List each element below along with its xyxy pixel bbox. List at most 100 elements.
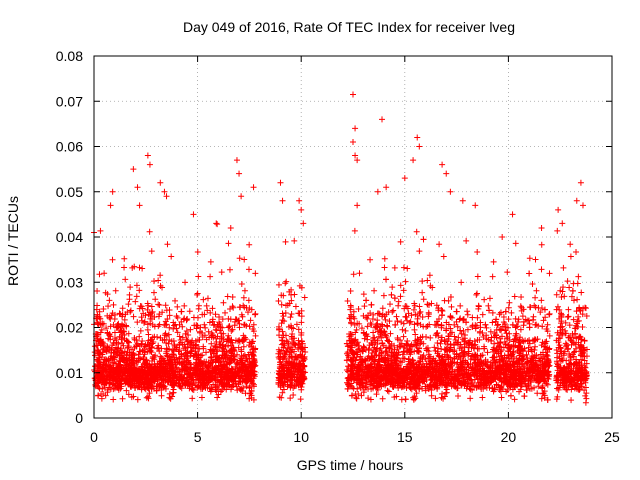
data-point bbox=[240, 294, 247, 301]
data-point bbox=[212, 311, 219, 318]
data-point bbox=[490, 258, 497, 265]
data-point bbox=[360, 312, 367, 319]
data-point bbox=[172, 297, 179, 304]
data-point bbox=[166, 336, 173, 343]
data-point bbox=[526, 270, 533, 277]
data-point bbox=[400, 287, 407, 294]
data-point bbox=[538, 266, 545, 273]
data-point bbox=[483, 324, 490, 331]
data-point bbox=[413, 228, 420, 235]
data-point bbox=[134, 396, 141, 403]
data-point bbox=[502, 308, 509, 315]
data-point bbox=[389, 308, 396, 315]
data-point bbox=[195, 273, 202, 280]
data-point bbox=[411, 326, 418, 333]
data-point bbox=[119, 305, 126, 312]
data-point bbox=[434, 339, 441, 346]
data-point bbox=[155, 277, 162, 284]
data-point bbox=[353, 395, 360, 402]
data-point bbox=[526, 324, 533, 331]
data-point bbox=[382, 316, 389, 323]
data-point bbox=[287, 314, 294, 321]
data-point bbox=[379, 395, 386, 402]
data-point bbox=[395, 302, 402, 309]
data-point bbox=[426, 272, 433, 279]
data-point bbox=[186, 308, 193, 315]
data-point bbox=[125, 391, 132, 398]
data-point bbox=[379, 305, 386, 312]
data-points bbox=[91, 91, 591, 406]
data-point bbox=[424, 277, 431, 284]
data-point bbox=[391, 264, 398, 271]
data-point bbox=[400, 264, 407, 271]
data-point bbox=[241, 256, 248, 263]
data-point bbox=[288, 310, 295, 317]
data-point bbox=[534, 390, 541, 397]
data-point bbox=[137, 327, 144, 334]
data-point bbox=[151, 278, 158, 285]
data-point bbox=[106, 297, 113, 304]
data-point bbox=[419, 289, 426, 296]
data-point bbox=[385, 388, 392, 395]
data-point bbox=[402, 396, 409, 403]
data-point bbox=[474, 248, 481, 255]
data-point bbox=[101, 270, 108, 277]
data-point bbox=[538, 297, 545, 304]
data-point bbox=[496, 311, 503, 318]
data-point bbox=[301, 294, 308, 301]
data-point bbox=[486, 295, 493, 302]
data-point bbox=[546, 270, 553, 277]
data-point bbox=[148, 248, 155, 255]
data-point bbox=[439, 390, 446, 397]
data-point bbox=[361, 303, 368, 310]
data-point bbox=[110, 301, 117, 308]
data-point bbox=[184, 315, 191, 322]
data-point bbox=[171, 322, 178, 329]
data-point bbox=[95, 392, 102, 399]
data-point bbox=[94, 302, 101, 309]
data-point bbox=[156, 301, 163, 308]
data-point bbox=[230, 304, 237, 311]
data-point bbox=[367, 396, 374, 403]
data-point bbox=[479, 394, 486, 401]
data-point bbox=[158, 392, 165, 399]
data-point bbox=[94, 288, 101, 295]
data-point bbox=[526, 255, 533, 262]
data-point bbox=[203, 349, 210, 356]
data-point bbox=[105, 303, 112, 310]
data-point bbox=[150, 289, 157, 296]
data-point bbox=[395, 298, 402, 305]
data-point bbox=[290, 392, 297, 399]
data-point bbox=[350, 271, 357, 278]
data-point bbox=[139, 265, 146, 272]
data-point bbox=[275, 281, 282, 288]
data-point bbox=[367, 256, 374, 263]
data-point bbox=[364, 315, 371, 322]
data-point bbox=[136, 264, 143, 271]
data-point bbox=[455, 392, 462, 399]
data-point bbox=[504, 269, 511, 276]
data-point bbox=[236, 255, 243, 262]
data-point bbox=[229, 294, 236, 301]
data-point bbox=[198, 394, 205, 401]
data-point bbox=[363, 297, 370, 304]
data-point bbox=[416, 310, 423, 317]
data-point bbox=[146, 228, 153, 235]
data-point bbox=[441, 297, 448, 304]
data-point bbox=[479, 311, 486, 318]
data-point bbox=[546, 311, 553, 318]
data-point bbox=[356, 270, 363, 277]
data-point bbox=[148, 303, 155, 310]
data-point bbox=[564, 313, 571, 320]
data-point bbox=[383, 276, 390, 283]
data-point bbox=[189, 395, 196, 402]
data-point bbox=[532, 294, 539, 301]
data-point bbox=[474, 273, 481, 280]
data-point bbox=[218, 269, 225, 276]
data-point bbox=[360, 291, 367, 298]
data-point bbox=[119, 395, 126, 402]
data-point bbox=[425, 309, 432, 316]
data-point bbox=[389, 284, 396, 291]
data-point bbox=[424, 301, 431, 308]
data-point bbox=[231, 322, 238, 329]
